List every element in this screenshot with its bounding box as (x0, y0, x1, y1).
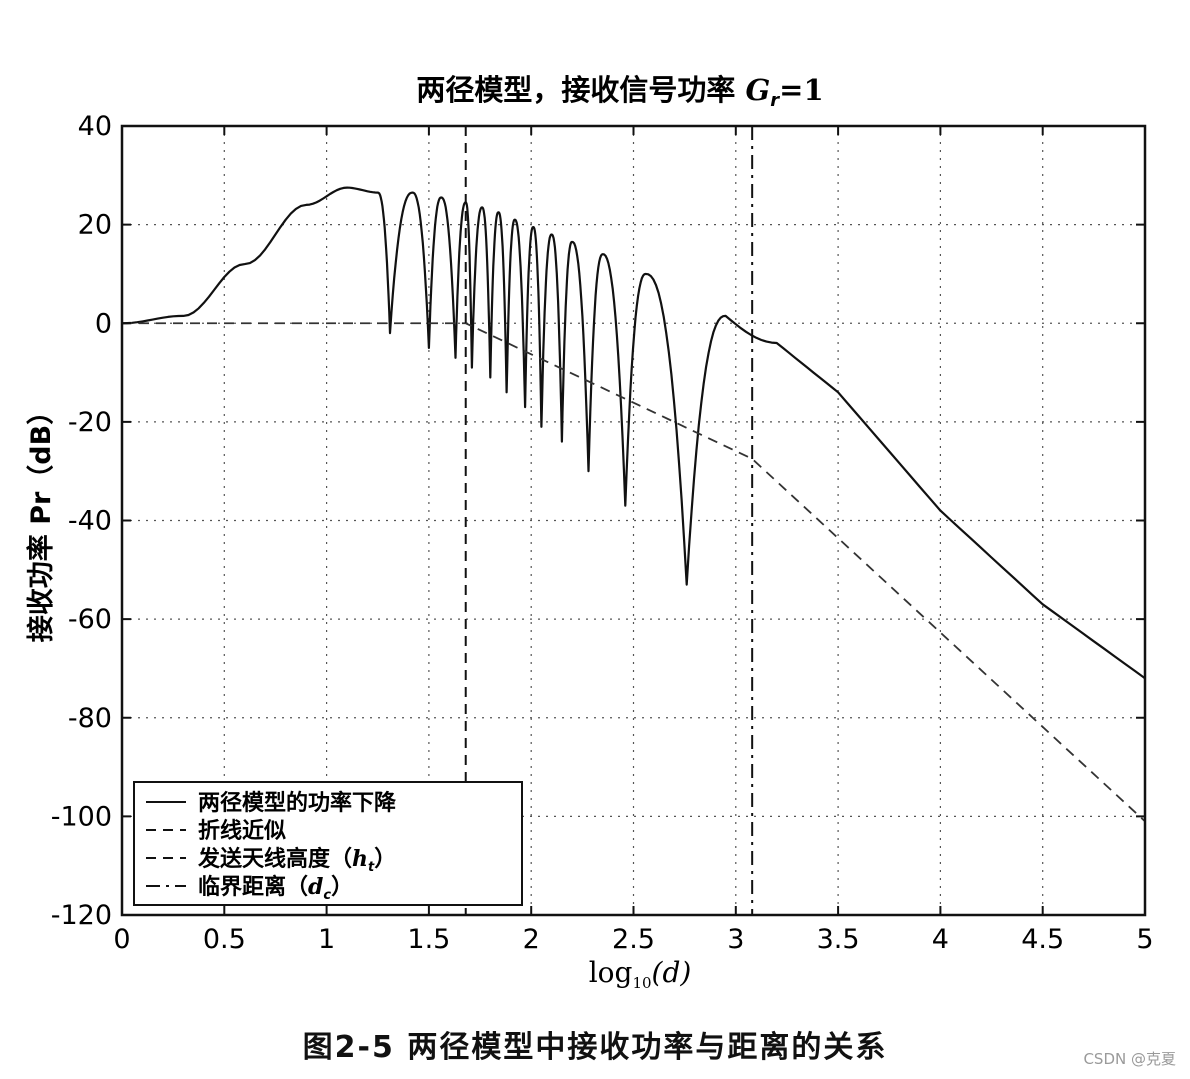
series-two-ray-power (121, 186, 1146, 680)
y-tick-label: -20 (68, 407, 112, 438)
x-tick-label: 3.5 (817, 924, 860, 955)
x-tick-label: 2 (523, 924, 540, 955)
plot-lines (121, 126, 1146, 915)
y-tick-labels: 40 20 0 -20 -40 -60 -80 -100 -120 (51, 111, 112, 931)
x-axis-label: log10(d) (589, 956, 692, 992)
legend-label: 临界距离（dc） (198, 874, 353, 903)
chart-title-variable: G (745, 73, 770, 107)
y-tick-label: 20 (78, 210, 112, 241)
x-tick-label: 1 (318, 924, 335, 955)
x-tick-label: 2.5 (612, 924, 655, 955)
x-tick-label: 1.5 (407, 924, 450, 955)
y-tick-label: -60 (68, 604, 112, 635)
y-tick-label: 40 (78, 111, 112, 142)
y-axis-label: 接收功率 Pr（dB） (25, 398, 57, 642)
x-tick-label: 3 (727, 924, 744, 955)
chart-title-subscript: r (770, 90, 780, 111)
legend-label: 发送天线高度（ht） (197, 846, 396, 875)
x-tick-label: 0 (113, 924, 130, 955)
x-tick-label: 5 (1136, 924, 1153, 955)
watermark: CSDN @克夏 (1083, 1050, 1176, 1068)
x-tick-label: 4.5 (1021, 924, 1064, 955)
x-axis-label-subscript: 10 (632, 974, 651, 992)
legend-label: 两径模型的功率下降 (198, 790, 397, 816)
x-axis-label-log: log (589, 956, 633, 989)
ticks (121, 125, 1146, 916)
legend-label: 折线近似 (198, 818, 286, 844)
y-tick-label: -80 (68, 703, 112, 734)
legend-box (133, 781, 523, 906)
series-piecewise-approx (122, 322, 1146, 822)
chart-title-text: 两径模型，接收信号功率 (416, 73, 745, 107)
y-tick-label: -40 (68, 506, 112, 537)
x-tick-label: 0.5 (203, 924, 246, 955)
x-tick-label: 4 (932, 924, 949, 955)
chart-title-suffix: =1 (779, 73, 823, 107)
chart-title: 两径模型，接收信号功率 Gr=1 (416, 73, 823, 111)
x-tick-labels: 0 0.5 1 1.5 2 2.5 3 3.5 4 4.5 5 (113, 924, 1153, 955)
x-axis-label-variable: (d) (652, 956, 692, 989)
figure-caption: 图2-5 两径模型中接收功率与距离的关系 (302, 1030, 888, 1065)
y-tick-label: 0 (95, 308, 112, 339)
y-tick-label: -100 (51, 801, 112, 832)
y-tick-label: -120 (51, 900, 112, 931)
